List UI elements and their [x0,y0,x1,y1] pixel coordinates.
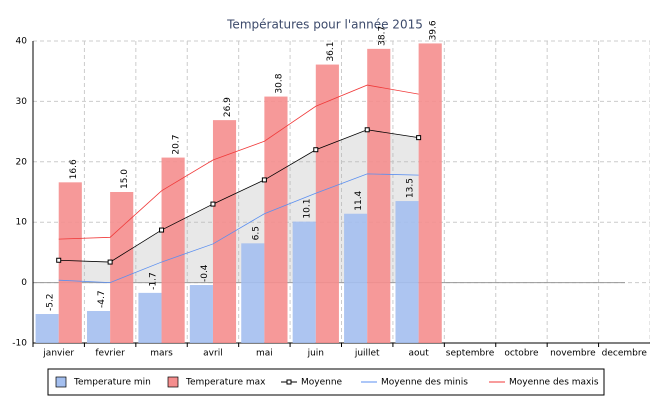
bar [161,157,185,343]
bar [241,243,265,343]
legend-label: Moyenne [301,378,343,388]
bar [58,182,82,343]
x-tick-label: juin [307,349,324,359]
bar [367,48,391,344]
marker [210,201,216,207]
x-tick-label: septembre [446,349,495,359]
bar [344,213,368,343]
y-tick-label: 20 [16,157,28,167]
legend-label: Moyenne des maxis [509,378,599,388]
value-label: 39.6 [429,20,439,40]
legend-swatch [167,376,179,388]
legend-label: Moyenne des minis [381,378,468,388]
value-label: 10.1 [303,199,313,219]
bar [86,310,111,343]
marker [416,135,422,141]
value-label: 6.5 [251,226,261,240]
chart-title: Températures pour l'année 2015 [226,18,423,32]
legend-item: Moyenne des maxis [489,378,599,388]
x-tick-label: juillet [354,349,380,359]
x-tick-label: janvier [42,349,74,359]
bar [315,64,339,343]
value-label: 38.7 [377,26,387,46]
legend-item: Temperature min [55,376,151,388]
y-tick-label: 40 [16,37,28,47]
x-tick-label: fevrier [95,349,125,359]
legend-marker [286,379,292,385]
bar [418,43,442,343]
bar [395,201,419,343]
marker [107,259,113,265]
legend-item: Moyenne des minis [361,378,468,388]
bar [189,285,213,343]
value-label: 13.5 [406,178,416,198]
legend-label: Temperature max [185,378,266,388]
legend-label: Temperature min [73,378,151,388]
legend-box [47,368,605,396]
value-label: -4.7 [97,290,107,308]
line [58,173,419,284]
marker [364,127,370,133]
bar [292,221,316,343]
y-tick-label: 0 [21,278,27,288]
marker [56,257,62,263]
x-tick-label: avril [203,349,223,359]
value-label: 20.7 [172,135,182,155]
legend-item: Temperature max [167,376,266,388]
value-label: -5.2 [46,293,56,311]
value-label: -1.7 [148,272,158,290]
bar [264,96,288,344]
x-tick-label: aout [408,349,429,359]
marker [313,147,319,153]
y-tick-label: 30 [16,97,28,107]
bar [110,192,134,343]
x-tick-label: decembre [602,349,648,359]
value-label: 30.8 [274,73,284,93]
y-tick-label: 10 [16,218,28,228]
bar [138,292,162,343]
legend-swatch [55,376,67,388]
value-label: 15.0 [120,169,130,189]
x-tick-label: novembre [550,349,596,359]
bar [35,314,59,343]
value-label: 26.9 [223,97,233,117]
x-tick-label: octobre [504,349,539,359]
x-tick-label: mars [150,349,173,359]
x-tick-label: mai [256,349,273,359]
bar [212,120,237,344]
y-tick-label: -10 [12,339,27,349]
value-label: 11.4 [354,190,364,210]
value-label: 16.6 [69,159,79,179]
value-label: 36.1 [326,42,336,62]
value-label: -0.4 [200,264,210,282]
legend-item: Moyenne [281,378,343,388]
line [58,84,419,240]
marker [159,227,165,233]
line [58,129,419,263]
marker [261,177,267,183]
